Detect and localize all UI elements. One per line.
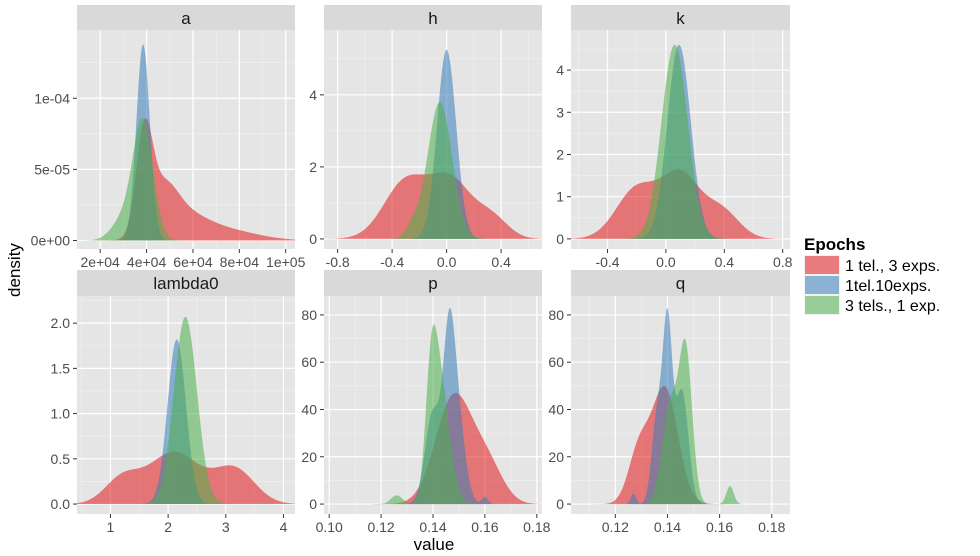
x-tick-label: -0.4 <box>380 254 404 270</box>
x-tick-label: 0.18 <box>758 519 785 535</box>
x-tick-label: 0.4 <box>491 254 511 270</box>
density-areas <box>571 307 790 505</box>
density-3-tels-1-exp- <box>77 118 295 241</box>
x-tick-label: 1e+05 <box>266 254 306 270</box>
legend-label: 1tel.10exps. <box>845 278 931 295</box>
x-tick-label: 8e+04 <box>220 254 260 270</box>
legend-key <box>805 256 839 274</box>
y-tick-label: 40 <box>301 401 317 417</box>
y-tick-label: 40 <box>548 401 564 417</box>
y-tick-label: 0.0 <box>51 496 71 512</box>
facet-strip-label: p <box>428 274 437 293</box>
y-tick-label: 0 <box>309 231 317 247</box>
x-tick-label: 4 <box>280 519 288 535</box>
x-tick-label: 0.16 <box>471 519 498 535</box>
y-tick-label: 0e+00 <box>31 232 71 248</box>
x-tick-label: 0.8 <box>773 254 793 270</box>
x-tick-label: 0.16 <box>706 519 733 535</box>
x-tick-label: 0.0 <box>437 254 457 270</box>
facet-panels: a 2e+04 4e+04 6e+04 8e+04 1e+05 0e+00 5e-05 1e-0… <box>31 5 793 535</box>
panel-lambda0: lambda0 1 2 3 4 0.0 0.5 1.0 1.5 2.0 <box>51 270 295 535</box>
facet-strip <box>77 270 295 296</box>
panel-p: p 0.10 0.12 0.14 0.16 0.18 0 20 40 60 80 <box>301 270 551 535</box>
legend-item: 1tel.10exps. <box>804 275 931 295</box>
panel-k: k -0.4 0.0 0.4 0.8 0 1 2 3 4 <box>556 5 793 270</box>
y-tick-label: 60 <box>301 354 317 370</box>
panel-h: h -0.8 -0.4 0.0 0.4 0 2 4 <box>309 5 542 270</box>
y-tick-label: 2 <box>309 159 317 175</box>
y-tick-label: 1e-04 <box>34 90 70 106</box>
legend: Epochs 1 tel., 3 exps. 1tel.10exps. 3 tels… <box>804 235 940 315</box>
density-3-tels-1-exp- <box>571 338 790 505</box>
density-areas <box>77 316 295 505</box>
facet-strip-label: lambda0 <box>153 274 218 293</box>
y-tick-label: 0.5 <box>51 451 71 467</box>
density-3-tels-1-exp- <box>324 324 542 505</box>
y-tick-label: 0 <box>309 496 317 512</box>
x-tick-label: 0.0 <box>656 254 676 270</box>
x-tick-label: 3 <box>222 519 230 535</box>
y-tick-label: 3 <box>556 104 564 120</box>
y-tick-label: 20 <box>301 449 317 465</box>
y-tick-label: 1 <box>556 189 564 205</box>
x-tick-label: 0.12 <box>367 519 394 535</box>
density-areas <box>324 307 542 505</box>
x-tick-label: 4e+04 <box>127 254 167 270</box>
x-tick-label: 0.14 <box>419 519 446 535</box>
y-tick-label: 80 <box>548 307 564 323</box>
y-axis-title: density <box>5 243 24 297</box>
facet-strip-label: h <box>428 9 437 28</box>
x-tick-label: 2e+04 <box>81 254 121 270</box>
x-tick-label: -0.8 <box>326 254 350 270</box>
panel-a: a 2e+04 4e+04 6e+04 8e+04 1e+05 0e+00 5e-05 1e-0… <box>31 5 306 270</box>
y-tick-label: 5e-05 <box>34 161 70 177</box>
panel-q: q 0.12 0.14 0.16 0.18 0 20 40 60 80 <box>548 270 790 535</box>
x-tick-label: 0.4 <box>715 254 735 270</box>
legend-item: 1 tel., 3 exps. <box>804 255 940 275</box>
facet-strip-label: k <box>676 9 685 28</box>
x-tick-label: 0.14 <box>654 519 681 535</box>
density-3-tels-1-exp- <box>324 102 542 239</box>
y-tick-label: 60 <box>548 354 564 370</box>
facet-strip-label: q <box>676 274 685 293</box>
y-tick-label: 1.5 <box>51 360 71 376</box>
legend-title: Epochs <box>804 235 865 254</box>
density-areas <box>324 49 542 239</box>
facet-strip <box>571 5 790 30</box>
y-tick-label: 1.0 <box>51 406 71 422</box>
x-tick-label: 6e+04 <box>173 254 213 270</box>
legend-key <box>805 296 839 314</box>
y-tick-label: 4 <box>556 62 564 78</box>
legend-key <box>805 276 839 294</box>
facet-strip <box>324 5 542 30</box>
facet-strip-label: a <box>181 9 191 28</box>
x-tick-label: 0.12 <box>602 519 629 535</box>
y-tick-label: 20 <box>548 449 564 465</box>
y-tick-label: 4 <box>309 87 317 103</box>
x-tick-label: 1 <box>107 519 115 535</box>
density-areas <box>77 44 295 241</box>
facet-strip <box>571 270 790 296</box>
x-axis-title: value <box>414 535 455 554</box>
legend-label: 3 tels., 1 exp. <box>845 298 940 315</box>
x-tick-label: 0.18 <box>523 519 550 535</box>
y-tick-label: 0 <box>556 231 564 247</box>
x-tick-label: -0.4 <box>595 254 619 270</box>
y-tick-label: 2.0 <box>51 315 71 331</box>
density-areas <box>571 44 790 239</box>
facet-strip <box>77 5 295 30</box>
legend-label: 1 tel., 3 exps. <box>845 258 940 275</box>
x-tick-label: 2 <box>164 519 172 535</box>
y-tick-label: 80 <box>301 307 317 323</box>
density-3-tels-1-exp- <box>77 316 295 505</box>
y-tick-label: 0 <box>556 496 564 512</box>
y-tick-label: 2 <box>556 146 564 162</box>
x-tick-label: 0.10 <box>316 519 343 535</box>
density-3-tels-1-exp- <box>571 44 790 239</box>
facet-strip <box>324 270 542 296</box>
legend-item: 3 tels., 1 exp. <box>804 295 940 315</box>
